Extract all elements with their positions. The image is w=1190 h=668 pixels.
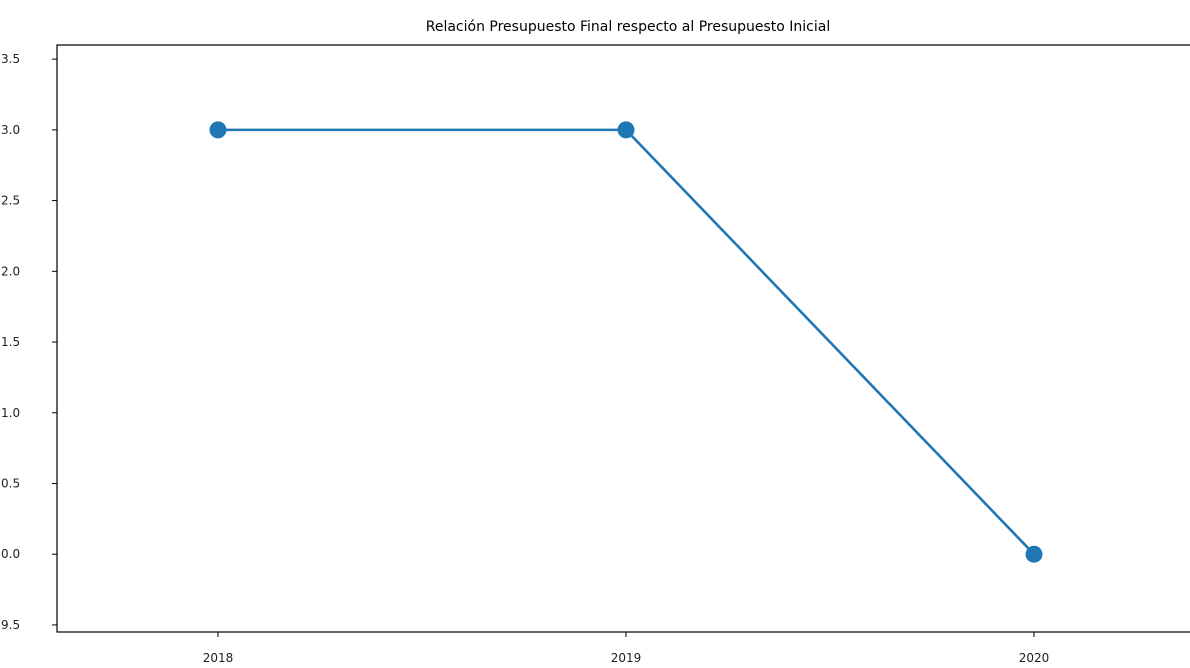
y-tick-label: 3.0 (1, 123, 20, 137)
data-point (1025, 545, 1043, 563)
x-tick-label: 2018 (203, 651, 234, 665)
data-point (209, 121, 227, 139)
series-layer (209, 121, 1043, 563)
y-tick-label: 1.5 (1, 335, 20, 349)
y-axis: 3.5 3.0 2.5 2.0 1.5 1.0 0.5 0.0 9.5 (1, 52, 57, 632)
y-tick-label: 0.0 (1, 547, 20, 561)
y-tick-label: 3.5 (1, 52, 20, 66)
data-point (617, 121, 635, 139)
x-tick-label: 2020 (1019, 651, 1050, 665)
x-axis: 2018 2019 2020 (203, 632, 1050, 665)
series-line (218, 128, 1035, 556)
plot-frame (56, 44, 1190, 633)
y-tick-label: 2.0 (1, 264, 20, 278)
chart-title: Relación Presupuesto Final respecto al P… (426, 19, 831, 35)
x-tick-label: 2019 (611, 651, 642, 665)
y-tick-label: 0.5 (1, 476, 20, 490)
y-tick-label: 2.5 (1, 194, 20, 208)
y-tick-label: 9.5 (1, 618, 20, 632)
y-tick-label: 1.0 (1, 406, 20, 420)
